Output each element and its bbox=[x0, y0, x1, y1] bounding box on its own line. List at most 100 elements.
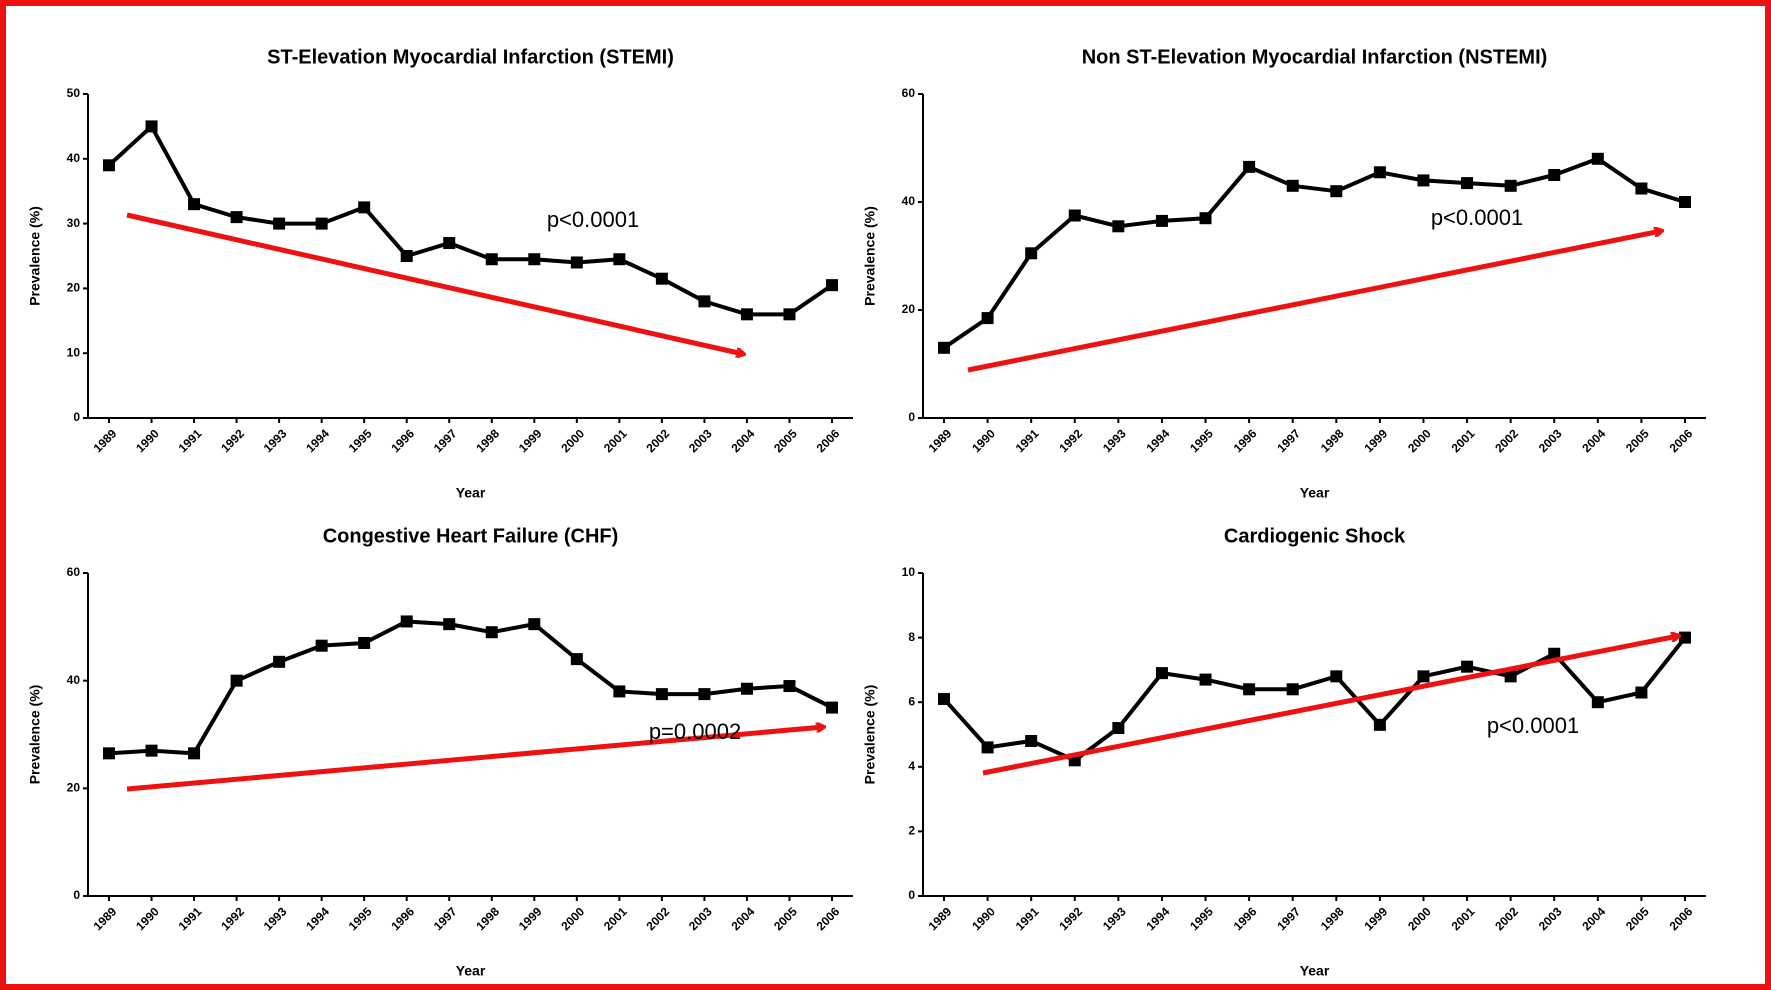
data-point bbox=[230, 674, 243, 687]
data-point bbox=[1025, 247, 1038, 260]
data-point bbox=[1199, 673, 1212, 686]
data-point bbox=[1330, 185, 1343, 198]
p-value: p<0.0001 bbox=[1431, 205, 1523, 230]
data-point bbox=[1548, 647, 1561, 660]
data-point bbox=[1243, 160, 1256, 173]
data-point bbox=[698, 688, 711, 701]
y-tick-label: 50 bbox=[67, 86, 81, 100]
data-point bbox=[528, 618, 541, 631]
data-point bbox=[1591, 152, 1604, 165]
data-point bbox=[1286, 683, 1299, 696]
y-tick-label: 4 bbox=[908, 759, 915, 773]
x-axis-label: Year bbox=[1300, 485, 1330, 501]
data-line bbox=[108, 619, 833, 756]
trend-arrow bbox=[967, 231, 1661, 373]
data-point bbox=[1025, 734, 1038, 747]
y-axis-label: Prevalence (%) bbox=[862, 206, 878, 306]
data-point bbox=[938, 692, 950, 705]
data-point bbox=[1417, 670, 1430, 683]
data-point bbox=[783, 680, 796, 693]
data-point bbox=[230, 211, 243, 224]
y-tick-label: 30 bbox=[67, 216, 81, 230]
chart-title: ST-Elevation Myocardial Infarction (STEM… bbox=[267, 46, 674, 68]
data-point bbox=[1155, 214, 1168, 227]
data-point bbox=[1504, 179, 1517, 192]
y-tick-label: 6 bbox=[908, 694, 915, 708]
y-tick-label: 20 bbox=[67, 281, 81, 295]
data-point bbox=[1199, 212, 1212, 225]
x-axis-label: Year bbox=[456, 485, 486, 501]
data-point bbox=[613, 253, 626, 266]
trend-arrow bbox=[126, 212, 743, 354]
x-axis-label: Year bbox=[1300, 963, 1330, 979]
data-point bbox=[570, 256, 583, 269]
y-tick-label: 20 bbox=[902, 302, 916, 316]
data-point bbox=[1112, 722, 1125, 735]
data-point bbox=[145, 120, 158, 133]
y-tick-label: 40 bbox=[67, 151, 81, 165]
data-point bbox=[400, 250, 413, 262]
data-point bbox=[145, 744, 158, 757]
y-tick-label: 20 bbox=[67, 781, 81, 795]
data-point bbox=[740, 682, 753, 695]
y-tick-label: 0 bbox=[908, 888, 915, 902]
y-tick-label: 0 bbox=[908, 410, 915, 424]
y-tick-label: 10 bbox=[902, 565, 916, 579]
y-tick-label: 40 bbox=[67, 673, 81, 687]
y-tick-label: 60 bbox=[902, 86, 916, 100]
data-point bbox=[1068, 209, 1081, 222]
data-point bbox=[981, 741, 994, 754]
data-point bbox=[528, 253, 541, 266]
data-point bbox=[1155, 667, 1168, 680]
data-point bbox=[783, 308, 796, 321]
data-point bbox=[1330, 670, 1343, 683]
data-point bbox=[981, 312, 994, 325]
data-point bbox=[1548, 169, 1561, 181]
data-point bbox=[1112, 220, 1125, 233]
y-axis-label: Prevalence (%) bbox=[27, 685, 43, 785]
data-point bbox=[273, 655, 286, 668]
data-point bbox=[1417, 174, 1430, 187]
y-tick-label: 40 bbox=[902, 194, 916, 208]
data-point bbox=[613, 685, 626, 698]
data-point bbox=[1373, 718, 1386, 731]
y-tick-label: 0 bbox=[73, 888, 80, 902]
chart-title: Cardiogenic Shock bbox=[1224, 525, 1406, 547]
chart-title: Congestive Heart Failure (CHF) bbox=[323, 525, 619, 547]
y-tick-label: 2 bbox=[908, 824, 915, 838]
y-tick-label: 60 bbox=[67, 565, 81, 579]
data-point bbox=[443, 237, 456, 250]
data-point bbox=[1635, 686, 1648, 699]
data-point bbox=[485, 626, 498, 639]
data-point bbox=[740, 308, 753, 321]
data-line bbox=[942, 156, 1686, 350]
y-axis-label: Prevalence (%) bbox=[27, 206, 43, 306]
trend-arrow bbox=[126, 727, 823, 792]
data-point bbox=[358, 201, 371, 214]
data-point bbox=[1679, 631, 1691, 644]
data-point bbox=[1461, 177, 1474, 190]
data-point bbox=[1504, 670, 1517, 683]
data-point bbox=[1591, 696, 1604, 709]
x-axis-label: Year bbox=[456, 963, 486, 979]
y-tick-label: 10 bbox=[67, 345, 81, 359]
data-point bbox=[1286, 179, 1299, 192]
p-value: p<0.0001 bbox=[547, 207, 639, 232]
data-point bbox=[1461, 660, 1474, 673]
data-point bbox=[315, 217, 328, 230]
trend-arrow bbox=[982, 636, 1678, 776]
data-point bbox=[655, 688, 668, 701]
data-point bbox=[443, 618, 456, 631]
p-value: p=0.0002 bbox=[649, 719, 741, 744]
data-point bbox=[826, 279, 838, 292]
data-point bbox=[188, 747, 201, 760]
data-point bbox=[103, 159, 115, 172]
data-point bbox=[1243, 683, 1256, 696]
data-line bbox=[107, 124, 834, 317]
data-point bbox=[698, 295, 711, 308]
data-point bbox=[485, 253, 498, 266]
y-tick-label: 8 bbox=[908, 630, 915, 644]
data-point bbox=[1635, 182, 1648, 195]
data-point bbox=[570, 653, 583, 666]
